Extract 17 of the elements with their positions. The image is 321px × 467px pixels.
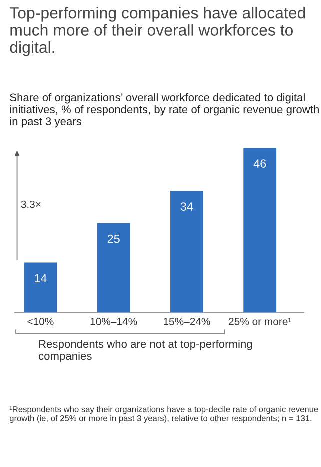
x-tick-label: 10%–14% xyxy=(90,318,138,326)
annotation: 3.3× xyxy=(21,200,41,208)
x-tick-label: <10% xyxy=(28,318,54,326)
data-label: 34 xyxy=(180,202,194,211)
chart-title: Top-performing companies have allocated much more of their overall workforces to digital. xyxy=(10,7,306,56)
bar xyxy=(97,223,130,313)
text: ¹Respondents who say their organizations have a top-decile rate of organic revenue growth (ie, of 25% or more in past 3 years), relative to other respondents; n = 131. xyxy=(10,406,318,424)
text: Respondents who are not at top-performing companies xyxy=(38,340,252,362)
data-label: 14 xyxy=(35,274,47,282)
bar xyxy=(244,148,277,313)
bar xyxy=(24,262,58,313)
chart-subtitle: Share of organizations’ overall workforce dedicated to digital initiatives, % of respondents, by rate of organic revenue growth in past 3 years xyxy=(10,93,319,128)
data-label: 46 xyxy=(254,160,266,168)
x-tick-label: 25% or more¹ xyxy=(229,318,292,326)
data-label: 25 xyxy=(108,234,120,244)
x-tick-label: 15%–24% xyxy=(164,318,210,326)
bar xyxy=(170,191,204,313)
